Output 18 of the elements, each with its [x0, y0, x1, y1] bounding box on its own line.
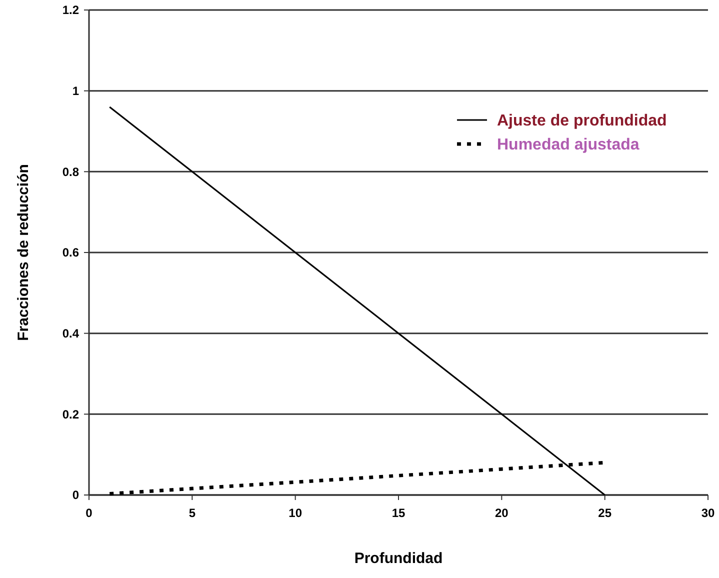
y-tick-label: 0.8 — [62, 164, 80, 179]
x-tick-label: 5 — [188, 506, 196, 520]
y-tick-label: 0 — [72, 488, 80, 502]
y-tick-label: 0.6 — [62, 246, 80, 260]
y-tick-label: 0.2 — [62, 407, 80, 422]
legend-label: Ajuste de profundidad — [497, 112, 667, 130]
x-tick-label: 10 — [288, 506, 302, 520]
x-tick-label: 15 — [392, 506, 406, 520]
x-axis-title: Profundidad — [354, 550, 443, 567]
x-tick-label: 30 — [701, 506, 715, 520]
y-axis-title: Fracciones de reducción — [15, 164, 32, 341]
x-tick-label: 25 — [598, 506, 612, 520]
y-tick-label: 1 — [72, 84, 80, 98]
x-tick-label: 0 — [86, 506, 93, 520]
y-tick-label: 0.4 — [62, 326, 80, 341]
legend-label: Humedad ajustada — [497, 136, 640, 154]
y-tick-label: 1.2 — [62, 3, 80, 18]
x-tick-label: 20 — [494, 506, 509, 520]
